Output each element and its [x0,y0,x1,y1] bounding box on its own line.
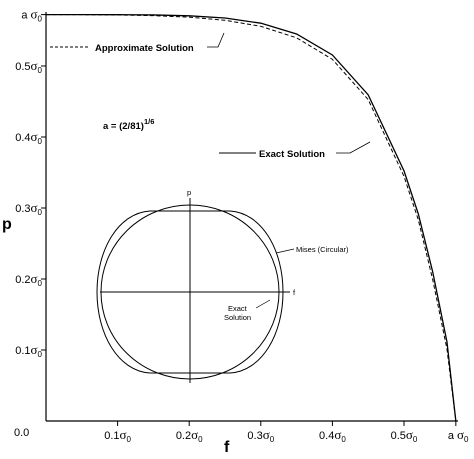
y-tick-label-sigma: σ [31,342,38,357]
x-tick-label-subscript: 0 [341,435,346,444]
x-tick-label-number: 0.2 [176,430,191,442]
x-tick-label-number: a [448,430,457,442]
y-tick-label-subscript: 0 [38,15,43,24]
x-ticks [117,421,457,426]
x-tick-label-sigma: σ [457,427,464,442]
inset-mises-label: Mises (Circular) [296,245,349,254]
y-tick-label-number: 0.1 [15,345,30,357]
y-tick-label-sigma: σ [31,129,38,144]
y-tick-label: 0.4σ0 [15,129,42,146]
exact-solution-label: Exact Solution [259,149,325,160]
x-tick-label-number: 0.4 [319,430,334,442]
x-tick-labels: 0.1σ0 0.2σ0 0.3σ0 0.4σ0 0.5σ0 a σ0 [104,427,469,444]
y-tick-label-sigma: σ [31,200,38,215]
y-ticks [41,14,46,351]
y-tick-label: a σ0 [21,7,42,24]
y-tick-label-subscript: 0 [38,350,43,359]
inset-mises-circle [100,204,280,380]
approximate-solution-leader [207,32,225,48]
inset-diagram: f p Mises (Circular) Exact Solution [96,188,349,383]
x-tick-label-subscript: 0 [270,435,275,444]
y-tick-label: 0.5σ0 [15,58,42,75]
approximate-solution-label: Approximate Solution [95,43,194,54]
inset-exact-leader [255,299,271,309]
x-tick-label-number: 0.5 [391,430,406,442]
inset-exact-label-line1: Exact [228,304,248,313]
x-tick-label-number: 0.3 [247,430,262,442]
x-tick-label-subscript: 0 [198,435,203,444]
y-tick-label-subscript: 0 [38,208,43,217]
formula-exponent: 1/6 [144,117,154,126]
x-tick-label-subscript: 0 [464,435,469,444]
formula-annotation: a = (2/81)1/6 [103,117,154,132]
y-axis-title: p [2,216,12,233]
exact-solution-leader [336,141,371,154]
exact-solution-curve [46,13,457,422]
y-tick-label-subscript: 0 [38,279,43,288]
x-tick-label: 0.2σ0 [176,427,203,444]
inset-exact-label: Exact Solution [224,304,251,322]
x-tick-label-sigma: σ [120,427,127,442]
x-tick-label-subscript: 0 [413,435,418,444]
y-tick-label-sigma: σ [31,58,38,73]
x-tick-label: 0.4σ0 [319,427,346,444]
y-tick-label-number: 0.5 [15,61,30,73]
y-tick-label-subscript: 0 [38,66,43,75]
y-tick-label: 0.3σ0 [15,200,42,217]
x-tick-label: 0.5σ0 [391,427,418,444]
x-tick-label: 0.3σ0 [247,427,274,444]
y-tick-label-subscript: 0 [38,137,43,146]
x-tick-label: 0.1σ0 [104,427,131,444]
x-axis-title: f [224,439,230,456]
inset-exact-shape [96,210,284,374]
series-layer [45,13,457,422]
origin-label: 0.0 [14,427,29,439]
inset-mises-leader [275,248,295,254]
x-tick-label: a σ0 [448,427,469,444]
y-tick-label-sigma: σ [31,271,38,286]
inset-exact-label-line2: Solution [224,313,251,322]
inset-p-label: p [187,188,191,197]
x-tick-label-sigma: σ [406,427,413,442]
x-tick-label-sigma: σ [263,427,270,442]
y-tick-label-number: 0.3 [15,203,30,215]
y-tick-label: 0.2σ0 [15,271,42,288]
x-tick-label-sigma: σ [191,427,198,442]
y-tick-label-sigma: σ [31,7,38,22]
y-tick-label-number: 0.4 [15,132,30,144]
inset-f-label: f [293,288,296,297]
x-tick-label-subscript: 0 [127,435,132,444]
formula-base: a = (2/81) [103,121,144,132]
x-tick-label-sigma: σ [334,427,341,442]
y-tick-label-number: 0.2 [15,274,30,286]
y-tick-label-number: a [21,10,30,22]
y-tick-label: 0.1σ0 [15,342,42,359]
x-tick-label-number: 0.1 [104,430,119,442]
